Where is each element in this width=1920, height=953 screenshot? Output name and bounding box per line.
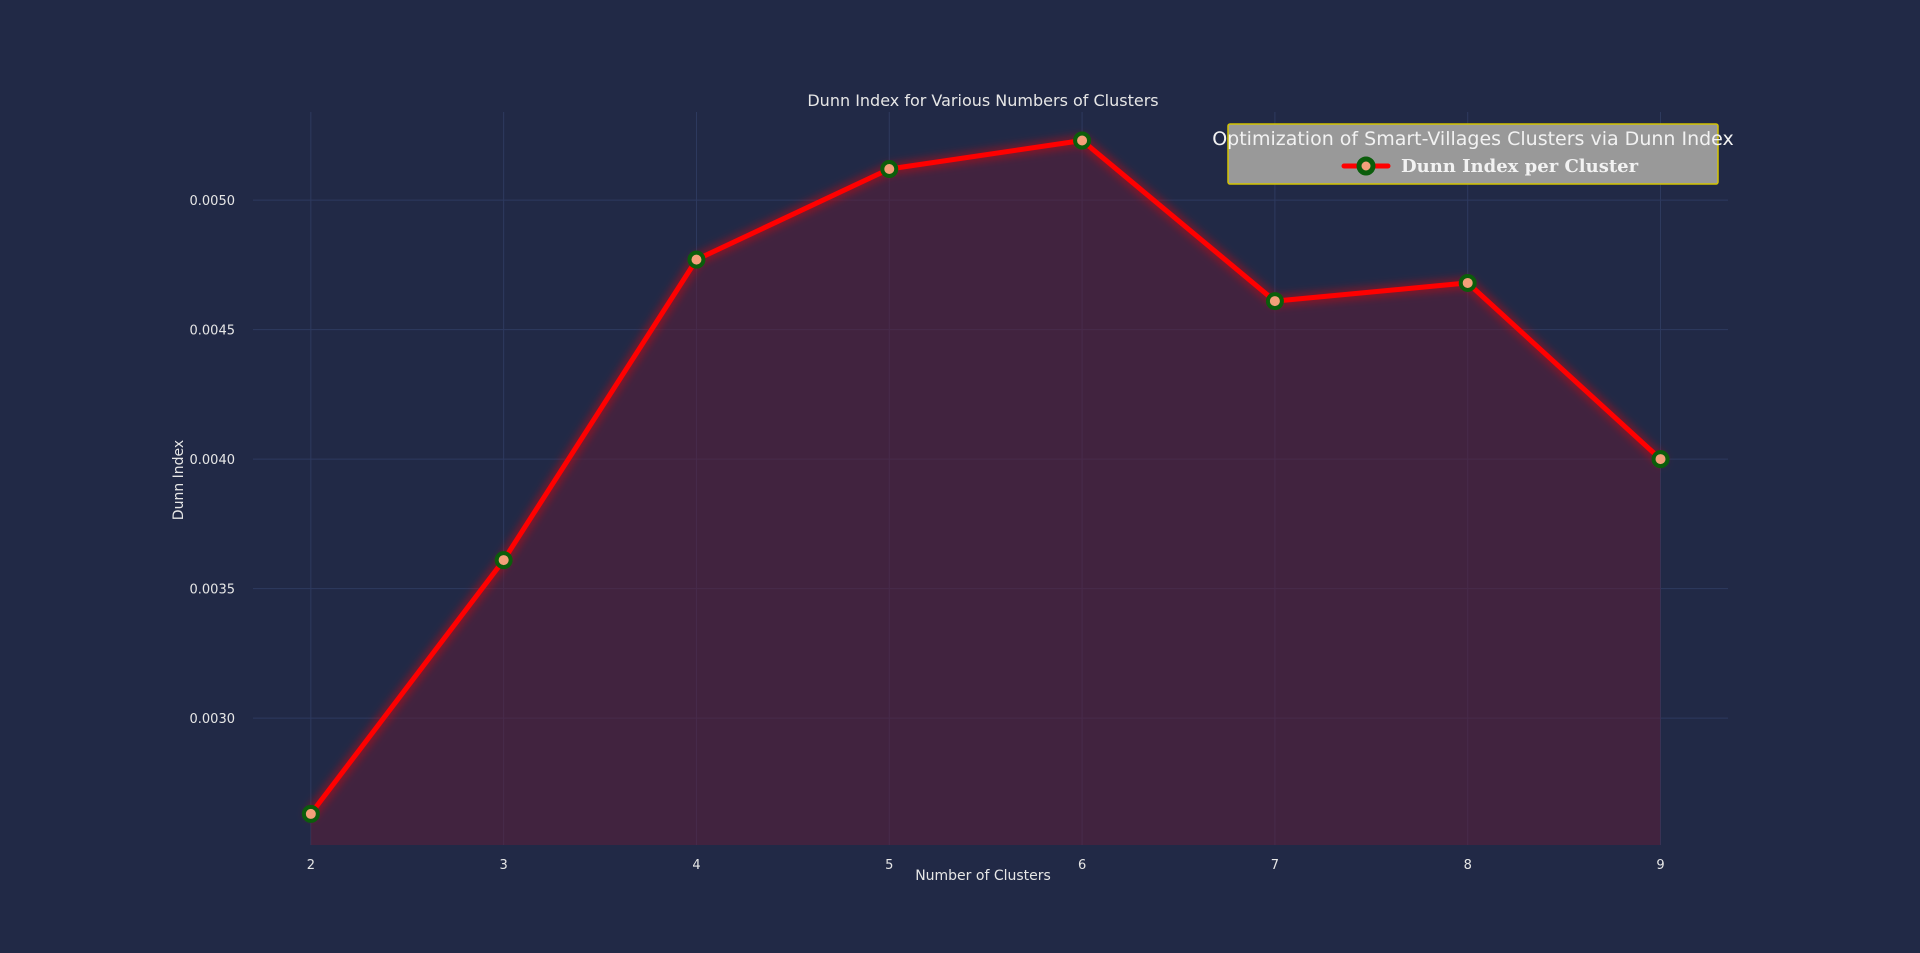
- y-tick-label: 0.0030: [190, 712, 236, 727]
- data-point: [880, 159, 899, 178]
- legend: Optimization of Smart-Villages Clusters …: [1212, 123, 1734, 185]
- data-point: [1265, 292, 1284, 311]
- x-tick-label: 6: [1078, 858, 1086, 873]
- x-tick-label: 4: [692, 858, 700, 873]
- legend-title: Optimization of Smart-Villages Clusters …: [1212, 128, 1734, 150]
- x-tick-label: 5: [885, 858, 893, 873]
- series-area-fill: [310, 140, 1661, 845]
- y-tick-label: 0.0050: [190, 194, 236, 209]
- series-line: [308, 138, 1663, 817]
- data-point: [1073, 131, 1092, 150]
- series-lines: [304, 134, 1667, 820]
- x-tick-label: 8: [1464, 858, 1472, 873]
- legend-marker-sample: [1356, 156, 1376, 176]
- x-tick-label: 9: [1656, 858, 1664, 873]
- y-tick-label: 0.0035: [190, 583, 236, 598]
- tick-labels: 2 3 4 5 6 7 8 9 0.0030 0.0035 0.0040 0.0045 0.0050: [190, 194, 1665, 873]
- data-point: [494, 551, 513, 570]
- data-point: [301, 804, 320, 823]
- data-point: [1651, 450, 1670, 469]
- area-fill: [310, 140, 1661, 845]
- legend-series-label: Dunn Index per Cluster: [1401, 156, 1639, 177]
- y-axis-label: Dunn Index: [171, 440, 187, 520]
- chart-title: Dunn Index for Various Numbers of Cluste…: [807, 91, 1158, 110]
- x-tick-label: 2: [307, 858, 315, 873]
- data-point: [687, 250, 706, 269]
- legend-box: [1227, 123, 1719, 185]
- data-point: [1458, 273, 1477, 292]
- x-tick-label: 7: [1271, 858, 1279, 873]
- x-tick-label: 3: [500, 858, 508, 873]
- y-tick-label: 0.0045: [190, 324, 236, 339]
- x-axis-label: Number of Clusters: [915, 868, 1051, 884]
- y-tick-label: 0.0040: [190, 453, 236, 468]
- data-points: [301, 131, 1670, 823]
